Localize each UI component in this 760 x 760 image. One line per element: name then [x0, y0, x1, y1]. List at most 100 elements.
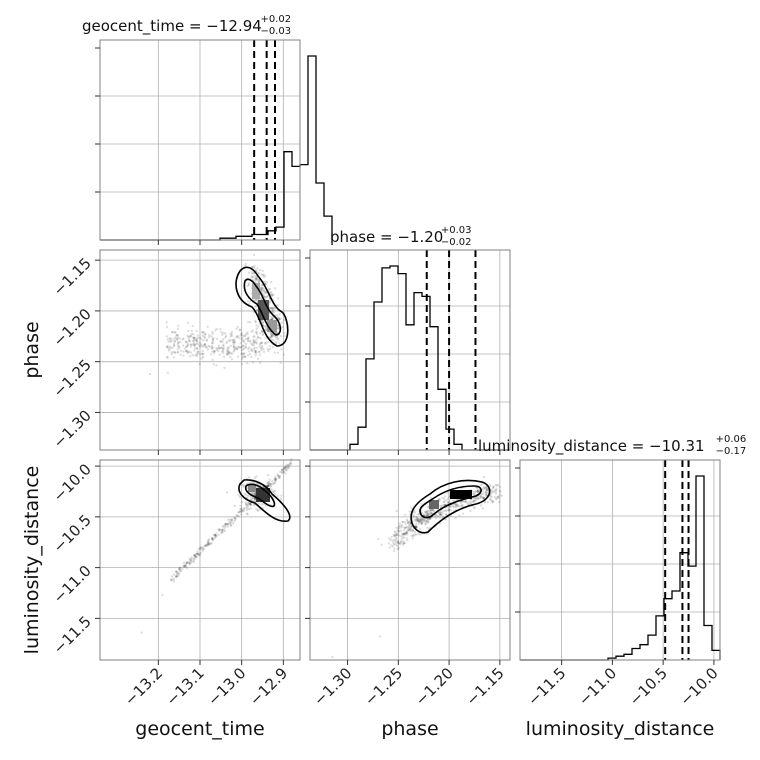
sample-point [459, 502, 462, 505]
sample-point [238, 510, 241, 513]
sample-point [479, 483, 483, 487]
sample-point [427, 520, 430, 523]
sample-point [240, 510, 243, 513]
sample-point [220, 528, 223, 532]
sample-point [417, 532, 420, 536]
sample-point [261, 344, 264, 348]
sample-point [277, 324, 280, 327]
sample-point [242, 509, 245, 512]
sample-point [409, 529, 413, 533]
sample-point [479, 496, 483, 499]
sample-point [439, 511, 442, 514]
sample-point [270, 334, 273, 337]
sample-point [277, 316, 280, 319]
sample-point [417, 513, 420, 516]
sample-point [243, 340, 246, 344]
sample-point [271, 315, 274, 319]
sample-point [245, 512, 249, 515]
sample-point [496, 483, 500, 487]
sample-point [426, 519, 430, 522]
sample-point [283, 318, 286, 322]
sample-point [253, 491, 256, 495]
sample-point [248, 352, 252, 356]
sample-point [176, 338, 179, 341]
sample-point [472, 507, 476, 510]
sample-point [399, 542, 402, 545]
sample-point [205, 339, 208, 342]
x-axis-label-luminosity_distance: luminosity_distance [526, 718, 715, 740]
sample-point [331, 655, 334, 659]
sample-point [279, 470, 282, 474]
sample-point [190, 329, 194, 332]
sample-point [224, 332, 227, 335]
sample-point [252, 481, 256, 485]
sample-point [257, 336, 260, 339]
title-lower-error: −0.03 [260, 26, 291, 37]
sample-point [489, 498, 492, 502]
sample-point [218, 529, 221, 532]
sample-point [243, 492, 246, 495]
sample-point [188, 335, 191, 339]
title-upper-error: +0.02 [260, 14, 291, 25]
sample-point [256, 267, 259, 270]
sample-point [252, 492, 255, 495]
sample-point [252, 335, 255, 338]
y-tick-label-luminosity_distance: −11.5 [50, 612, 95, 657]
sample-point [255, 277, 258, 280]
sample-point [185, 349, 189, 353]
sample-point [251, 349, 254, 353]
sample-point [193, 349, 196, 352]
sample-point [402, 542, 406, 545]
sample-point [256, 357, 260, 360]
sample-point [203, 545, 206, 548]
density-bin [258, 300, 269, 320]
sample-point [452, 504, 455, 508]
sample-point [279, 317, 282, 320]
sample-point [198, 336, 201, 339]
sample-point [254, 349, 258, 353]
sample-point [271, 309, 274, 313]
sample-point [174, 351, 177, 355]
sample-point [196, 552, 199, 556]
sample-point [186, 350, 189, 354]
sample-point [170, 353, 173, 356]
sample-point [423, 518, 426, 521]
sample-point [416, 516, 419, 519]
sample-point [207, 543, 210, 547]
sample-point [392, 543, 396, 546]
sample-point [392, 549, 396, 553]
sample-point [226, 518, 230, 522]
sample-point [203, 335, 206, 339]
sample-point [494, 492, 498, 495]
sample-point [250, 355, 253, 359]
sample-point [214, 535, 217, 538]
sample-point [400, 538, 404, 541]
sample-point [285, 463, 289, 466]
sample-point [247, 347, 250, 350]
density-bin [429, 500, 439, 509]
sample-point [447, 508, 451, 511]
sample-point [250, 330, 253, 333]
sample-point [401, 532, 404, 536]
sample-point [427, 512, 430, 515]
sample-point [217, 528, 220, 531]
sample-point [246, 513, 249, 516]
sample-point [485, 490, 488, 494]
sample-point [423, 511, 426, 514]
sample-point [208, 335, 211, 339]
sample-point [425, 513, 428, 516]
sample-point [272, 293, 275, 296]
sample-point [395, 526, 398, 529]
sample-point [434, 516, 438, 520]
sample-point [213, 533, 217, 537]
sample-point [246, 339, 250, 343]
sample-point [399, 524, 402, 528]
sample-point [415, 518, 418, 521]
sample-point [195, 353, 198, 356]
sample-point [404, 513, 407, 517]
sample-point [210, 350, 214, 353]
sample-point [211, 537, 214, 541]
sample-point [177, 571, 180, 574]
sample-point [226, 353, 229, 356]
sample-point [233, 345, 236, 349]
